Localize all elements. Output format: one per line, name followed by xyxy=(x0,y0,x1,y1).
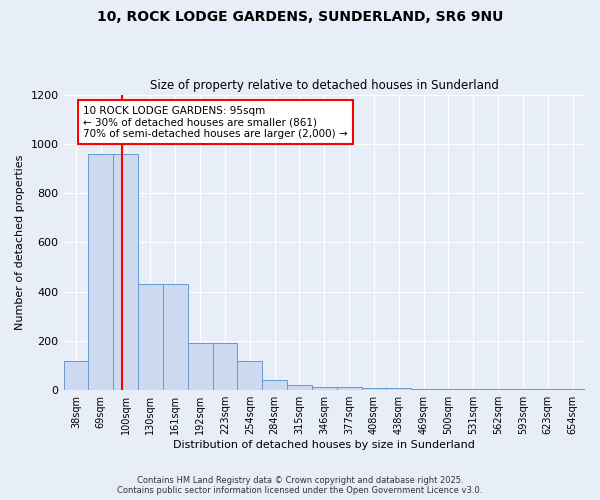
Text: 10 ROCK LODGE GARDENS: 95sqm
← 30% of detached houses are smaller (861)
70% of s: 10 ROCK LODGE GARDENS: 95sqm ← 30% of de… xyxy=(83,106,347,139)
X-axis label: Distribution of detached houses by size in Sunderland: Distribution of detached houses by size … xyxy=(173,440,475,450)
Bar xyxy=(262,380,287,390)
Bar xyxy=(287,386,312,390)
Bar xyxy=(212,344,238,390)
Bar xyxy=(238,360,262,390)
Bar xyxy=(386,388,411,390)
Bar xyxy=(411,389,436,390)
Bar xyxy=(461,389,485,390)
Bar xyxy=(64,360,88,390)
Text: Contains HM Land Registry data © Crown copyright and database right 2025.
Contai: Contains HM Land Registry data © Crown c… xyxy=(118,476,482,495)
Title: Size of property relative to detached houses in Sunderland: Size of property relative to detached ho… xyxy=(150,79,499,92)
Bar xyxy=(163,284,188,390)
Bar xyxy=(535,389,560,390)
Bar xyxy=(485,389,511,390)
Bar xyxy=(362,388,386,390)
Bar xyxy=(511,389,535,390)
Bar xyxy=(138,284,163,390)
Bar xyxy=(88,154,113,390)
Bar xyxy=(188,344,212,390)
Text: 10, ROCK LODGE GARDENS, SUNDERLAND, SR6 9NU: 10, ROCK LODGE GARDENS, SUNDERLAND, SR6 … xyxy=(97,10,503,24)
Bar xyxy=(436,389,461,390)
Y-axis label: Number of detached properties: Number of detached properties xyxy=(15,154,25,330)
Bar xyxy=(312,386,337,390)
Bar xyxy=(337,386,362,390)
Bar xyxy=(560,389,585,390)
Bar xyxy=(113,154,138,390)
